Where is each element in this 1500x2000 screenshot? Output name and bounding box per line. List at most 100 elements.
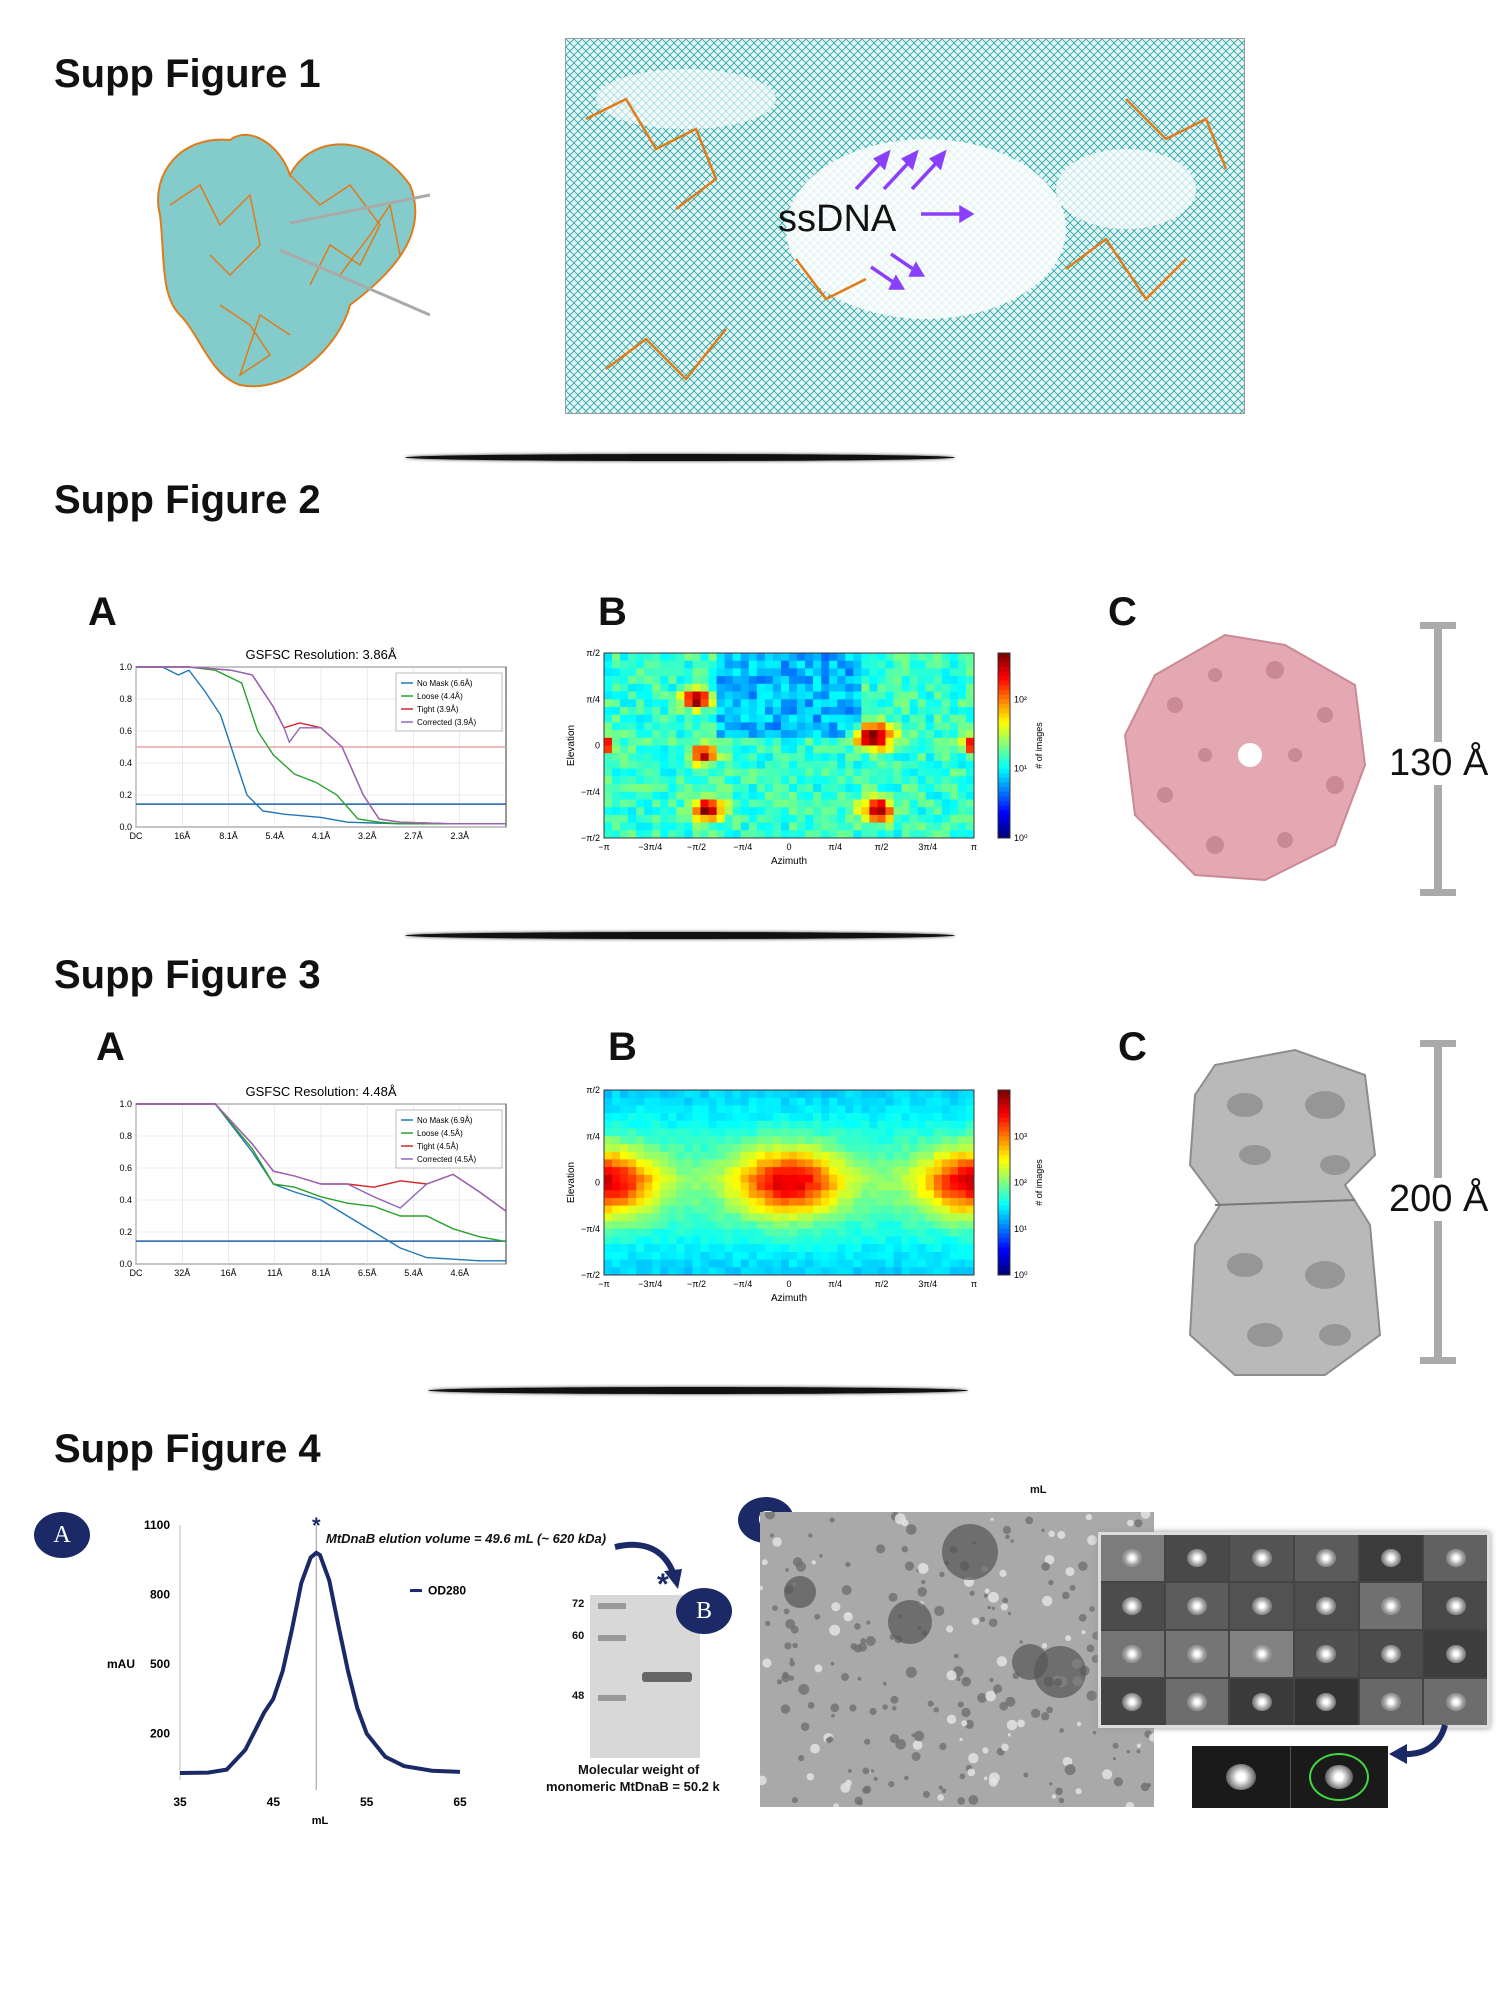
- heat-cell: [740, 814, 750, 824]
- heat-cell: [772, 1213, 782, 1222]
- heat-cell: [628, 676, 637, 685]
- heat-cell: [692, 714, 701, 723]
- heat-cell: [917, 799, 927, 808]
- heat-cell: [869, 1136, 878, 1145]
- heat-cell: [692, 1128, 701, 1137]
- heat-cell: [837, 676, 846, 685]
- heat-cell: [853, 745, 862, 754]
- heat-cell: [901, 830, 911, 839]
- heat-cell: [652, 791, 661, 800]
- heat-cell: [620, 1244, 629, 1253]
- heat-cell: [925, 1205, 935, 1214]
- em-particle: [939, 1571, 945, 1578]
- heat-cell: [781, 1174, 790, 1183]
- heat-cell: [781, 791, 790, 800]
- heat-cell: [861, 699, 870, 708]
- heat-cell: [732, 691, 742, 700]
- colorbar-cell: [998, 828, 1010, 834]
- heat-cell: [781, 1213, 790, 1222]
- heat-cell: [660, 1144, 669, 1153]
- heat-cell: [885, 691, 894, 700]
- heat-cell: [764, 660, 774, 669]
- heat-cell: [764, 1151, 774, 1160]
- heat-cell: [781, 1167, 790, 1176]
- gel-ladder-band: [598, 1635, 626, 1641]
- heat-cell: [604, 1128, 613, 1137]
- heat-cell: [644, 668, 653, 677]
- heat-cell: [861, 1197, 870, 1207]
- heat-cell: [789, 1120, 798, 1129]
- heat-cell: [917, 1128, 927, 1137]
- heat-cell: [612, 676, 621, 685]
- colorbar-cell: [998, 768, 1010, 774]
- heat-cell: [837, 1221, 846, 1230]
- em-particle: [840, 1782, 851, 1793]
- em-aggregate: [1034, 1646, 1086, 1698]
- heat-cell: [853, 1182, 862, 1191]
- heat-cell: [837, 730, 846, 739]
- heat-cell: [917, 807, 927, 816]
- heat-cell: [692, 683, 701, 692]
- y-tick-label: 1.0: [119, 662, 132, 672]
- em-particle: [961, 1676, 972, 1687]
- heat-cell: [716, 1221, 726, 1230]
- heat-cell: [941, 1144, 951, 1153]
- class-average-particle: [1251, 1645, 1272, 1663]
- heat-cell: [813, 1205, 822, 1214]
- heat-cell: [821, 814, 830, 824]
- heat-cell: [853, 653, 862, 662]
- heat-cell: [861, 1136, 870, 1145]
- heat-cell: [877, 1213, 886, 1222]
- heat-cell: [628, 814, 637, 824]
- heat-cell: [877, 1251, 886, 1261]
- heat-cell: [764, 791, 774, 800]
- heat-cell: [748, 668, 758, 677]
- heat-cell: [644, 722, 653, 731]
- heat-cell: [628, 722, 637, 731]
- heat-cell: [620, 683, 629, 692]
- heat-cell: [805, 1213, 814, 1222]
- heat-cell: [845, 1105, 854, 1114]
- heat-cell: [829, 745, 838, 754]
- heat-cell: [877, 776, 886, 785]
- heat-cell: [821, 1228, 830, 1237]
- heat-cell: [941, 768, 951, 777]
- heat-cell: [732, 807, 742, 816]
- em-particle: [1149, 1733, 1154, 1742]
- heat-cell: [877, 822, 886, 831]
- heat-cell: [829, 1251, 838, 1261]
- heat-cell: [885, 1205, 894, 1214]
- colorbar-cell: [998, 1233, 1010, 1239]
- heat-cell: [966, 1190, 975, 1199]
- heat-cell: [941, 1105, 951, 1114]
- x-tick-label: 2.3Å: [450, 831, 469, 841]
- heat-cell: [692, 1120, 701, 1129]
- heat-cell: [716, 745, 726, 754]
- heat-cell: [789, 1090, 798, 1099]
- heat-cell: [813, 753, 822, 762]
- heat-cell: [901, 737, 911, 746]
- heat-cell: [885, 722, 894, 731]
- y-tick-label: π/2: [586, 1085, 600, 1095]
- heat-cell: [636, 1159, 645, 1168]
- heat-cell: [676, 1259, 685, 1268]
- heat-cell: [676, 1221, 685, 1230]
- heat-cell: [612, 784, 621, 793]
- heat-cell: [708, 1167, 718, 1176]
- heat-cell: [853, 1221, 862, 1230]
- heat-cell: [933, 760, 943, 770]
- colorbar-cell: [998, 722, 1010, 728]
- heat-cell: [676, 730, 685, 739]
- heat-cell: [957, 1205, 967, 1214]
- heat-cell: [837, 1090, 846, 1099]
- heat-cell: [789, 753, 798, 762]
- em-particle: [791, 1797, 798, 1804]
- heat-cell: [869, 776, 878, 785]
- heat-cell: [748, 1236, 758, 1245]
- em-particle: [1059, 1728, 1064, 1733]
- heat-cell: [805, 753, 814, 762]
- heat-cell: [917, 683, 927, 692]
- heat-cell: [644, 753, 653, 762]
- heat-cell: [644, 1190, 653, 1199]
- heat-cell: [636, 714, 645, 723]
